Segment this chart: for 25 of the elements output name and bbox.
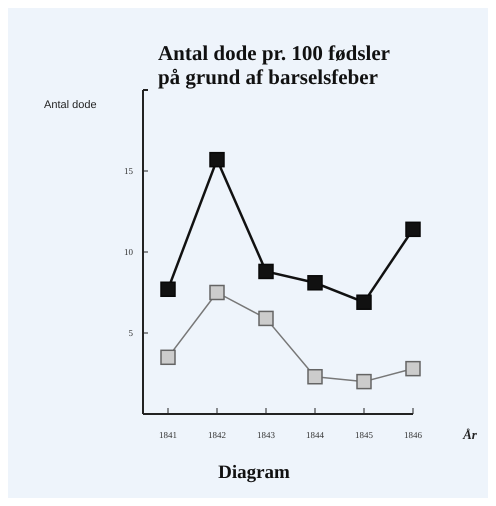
point [258, 264, 274, 280]
point [356, 294, 372, 310]
x-tick-label: 1843 [257, 430, 276, 440]
y-tick-label: 15 [124, 166, 134, 176]
point [405, 222, 421, 238]
point [209, 152, 225, 168]
point [356, 374, 372, 390]
point [209, 284, 225, 300]
y-axis-title: Antal dode [44, 99, 97, 111]
point [258, 310, 274, 326]
x-tick-label: 1842 [208, 430, 226, 440]
text: Diagram [218, 462, 290, 483]
y-tick-label: 5 [128, 328, 134, 338]
point [405, 360, 421, 376]
x-tick-label: 1844 [306, 430, 324, 440]
x-axis-title: År [462, 427, 478, 442]
x-tick-label: 1841 [159, 430, 177, 440]
x-tick-label: 1845 [355, 430, 374, 440]
chart-title: Antal dode pr. 100 fødsler på grund af barselsfeber [158, 41, 390, 89]
point [160, 282, 176, 298]
y-tick-label: 10 [124, 247, 134, 257]
point [307, 275, 323, 291]
x-tick-label: 1846 [404, 430, 422, 440]
point [160, 350, 176, 366]
point [307, 368, 323, 384]
